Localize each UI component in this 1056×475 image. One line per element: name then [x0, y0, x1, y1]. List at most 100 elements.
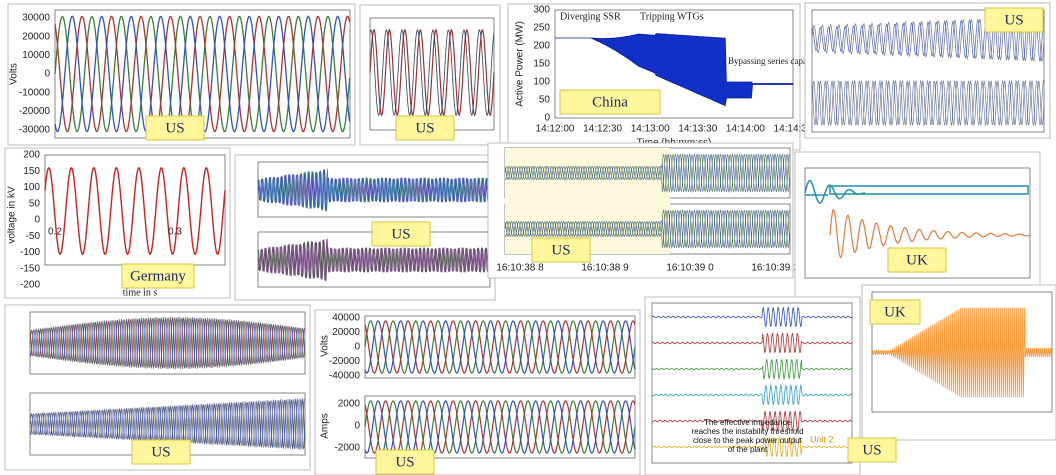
waveform: [257, 168, 491, 211]
country-label-box: [375, 449, 435, 475]
annotation-box: The effective impedance reaches the inst…: [691, 418, 804, 454]
y-tick-label: 50: [539, 95, 551, 106]
waveform: [504, 153, 790, 193]
y-tick-label: -2000: [334, 443, 360, 454]
waveform: [651, 383, 853, 405]
country-label-box: [121, 263, 195, 289]
x-tick-label: 14:14:30: [774, 124, 813, 135]
axis-title: Volts: [9, 63, 20, 85]
panel: [234, 154, 496, 301]
y-tick-label: -150: [20, 263, 40, 274]
y-tick-label: 2000: [338, 399, 361, 410]
country-label: US: [165, 120, 184, 136]
y-tick-label: 0: [354, 421, 360, 432]
waveform: [651, 332, 853, 354]
waveform: [29, 398, 306, 450]
waveform: [257, 238, 491, 281]
y-tick-label: -20000: [329, 356, 361, 367]
country-label-box: [887, 247, 947, 273]
waveform: [54, 15, 351, 133]
y-tick-label: 10000: [22, 50, 50, 61]
annotation: 0.2: [48, 227, 62, 238]
plot-area: [651, 302, 853, 464]
country-label-box: [559, 89, 661, 115]
x-tick-label: 16:10:39 0: [666, 263, 714, 274]
waveform: [44, 166, 226, 256]
waveform: [829, 208, 1031, 259]
country-label-box: [395, 115, 455, 141]
waveform: [257, 238, 491, 281]
y-tick-label: -50: [26, 231, 41, 242]
axis-title: time in s: [123, 287, 158, 298]
x-tick-label: 16:10:38 8: [496, 263, 544, 274]
waveform: [364, 400, 636, 454]
country-label-box: [984, 7, 1044, 33]
waveform: [29, 316, 306, 370]
country-label-box: [131, 439, 191, 465]
waveform: [364, 320, 636, 374]
waveform: [257, 169, 491, 212]
waveform: [504, 153, 790, 193]
waveform: [504, 209, 790, 249]
y-tick-label: 300: [533, 5, 550, 16]
waveform: [651, 359, 852, 381]
waveform: [364, 400, 636, 454]
waveform: [811, 79, 1045, 127]
y-tick-label: 30000: [22, 13, 50, 24]
y-tick-label: 100: [533, 77, 550, 88]
country-label: US: [862, 442, 881, 458]
annotation: Unit 2: [810, 434, 834, 444]
y-tick-label: 0: [544, 113, 550, 124]
y-tick-label: 200: [23, 150, 40, 161]
x-tick-label: 14:14:00: [726, 124, 765, 135]
x-tick-label: 16:10:38 9: [581, 263, 629, 274]
waveform: [651, 306, 853, 328]
country-label-box: [145, 115, 205, 141]
plot-area: [804, 167, 1031, 279]
waveform: [504, 153, 790, 193]
y-tick-label: -10000: [19, 87, 51, 98]
waveform: [651, 410, 853, 432]
annotation: Tripping WTGs: [640, 11, 704, 22]
waveform: [504, 209, 790, 249]
country-label: US: [395, 454, 414, 470]
annotation: 0.3: [168, 227, 182, 238]
country-label: US: [391, 226, 410, 242]
country-label: UK: [906, 252, 928, 268]
panel: [644, 296, 861, 475]
y-tick-label: 20000: [22, 31, 50, 42]
power-trace: [555, 33, 794, 107]
x-tick-label: 16:10:39 1: [751, 263, 799, 274]
y-tick-label: 200: [533, 41, 550, 52]
annotation: Diverging SSR: [560, 11, 621, 22]
country-label: US: [551, 242, 570, 258]
country-label: US: [415, 120, 434, 136]
panel: [507, 3, 801, 151]
axis-title: Amps: [320, 413, 331, 439]
panel: [794, 151, 1041, 303]
waveform: [811, 16, 1045, 62]
x-tick-label: 14:12:30: [583, 124, 622, 135]
axis-title: Volts: [320, 335, 331, 357]
plot-area: [811, 9, 1045, 133]
y-tick-label: -30000: [19, 125, 51, 136]
country-label-box: [531, 237, 591, 263]
y-tick-label: -40000: [329, 371, 361, 382]
y-tick-label: -100: [20, 247, 40, 258]
y-tick-label: 250: [533, 23, 550, 34]
waveform: [364, 320, 636, 374]
country-label: US: [1004, 12, 1023, 28]
y-tick-label: -200: [20, 280, 40, 291]
waveform: [369, 28, 495, 117]
plot-area: [554, 9, 794, 119]
y-tick-label: 150: [533, 59, 550, 70]
country-label: China: [592, 94, 628, 110]
x-tick-label: 14:12:00: [536, 124, 575, 135]
y-tick-label: 0: [354, 342, 360, 353]
waveform: [804, 179, 865, 204]
y-tick-label: 0: [44, 69, 50, 80]
country-label-box: [869, 299, 921, 325]
y-tick-label: -20000: [19, 106, 51, 117]
country-label: US: [151, 444, 170, 460]
annotation: The effective impedance reaches the inst…: [691, 418, 804, 454]
